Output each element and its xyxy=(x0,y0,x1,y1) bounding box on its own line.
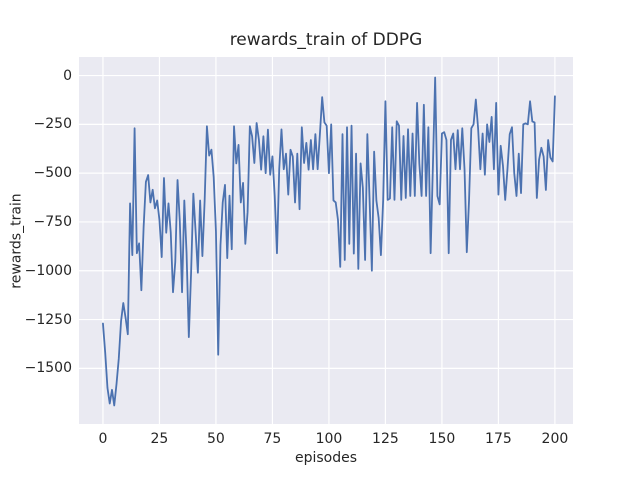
y-tick-label: −1500 xyxy=(24,360,72,377)
x-axis-label: episodes xyxy=(294,450,358,466)
reward-line xyxy=(102,76,556,407)
x-tick-label: 175 xyxy=(485,431,512,447)
y-tick-label: −1000 xyxy=(24,262,72,279)
y-tick-label: −250 xyxy=(33,116,72,133)
x-tick-label: 125 xyxy=(372,431,399,447)
chart-canvas xyxy=(79,57,573,424)
y-tick-label: −1250 xyxy=(24,311,72,328)
x-tick-label: 75 xyxy=(263,431,282,447)
x-tick-label: 50 xyxy=(207,431,225,447)
x-tick-label: 25 xyxy=(150,431,169,447)
x-tick-label: 100 xyxy=(315,431,343,447)
x-tick-label: 200 xyxy=(541,431,569,447)
x-tick-label: 150 xyxy=(428,431,456,447)
y-tick-label: 0 xyxy=(63,67,72,84)
x-tick-label: 0 xyxy=(98,431,108,447)
plot-area xyxy=(79,57,573,424)
y-tick-label: −750 xyxy=(33,213,72,230)
chart-title: rewards_train of DDPG xyxy=(229,30,423,50)
y-tick-label: −500 xyxy=(33,165,72,182)
